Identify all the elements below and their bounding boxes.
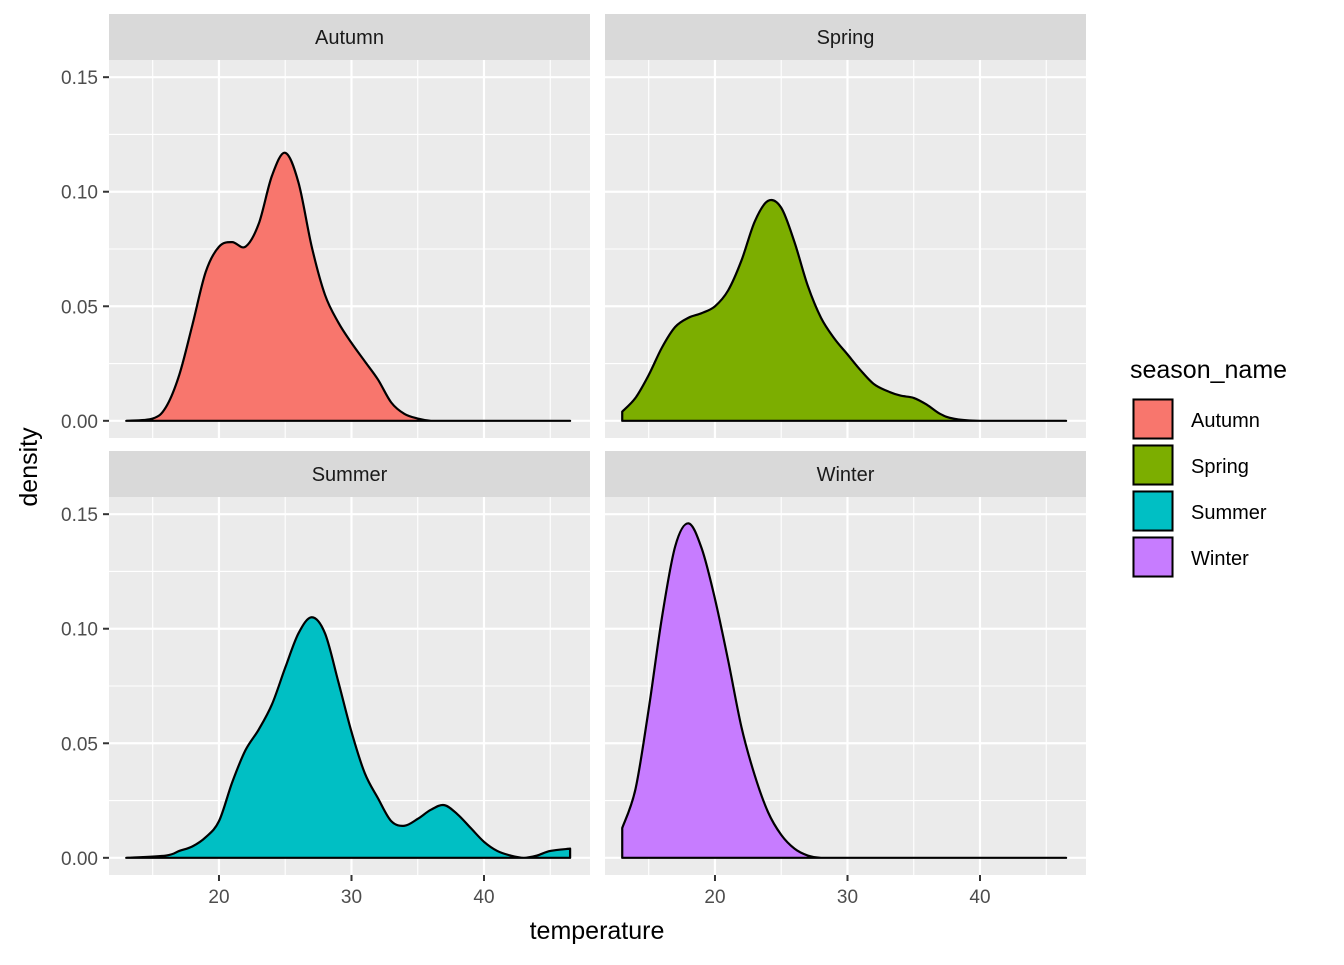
- x-tick-label: 40: [473, 887, 494, 908]
- strip-spring: [605, 14, 1086, 60]
- strip-label-autumn: Autumn: [315, 27, 384, 49]
- strip-summer: [109, 451, 590, 497]
- density-area-spring: [621, 198, 1068, 422]
- legend-swatch-summer: [1132, 490, 1174, 532]
- y-tick-label: 0.05: [61, 734, 98, 755]
- legend-title: season_name: [1130, 356, 1287, 384]
- y-tick-label: 0.10: [61, 183, 98, 204]
- x-axis-label: temperature: [530, 917, 665, 945]
- x-tick-label: 20: [704, 887, 725, 908]
- strip-autumn: [109, 14, 590, 60]
- x-tick-label: 30: [837, 887, 858, 908]
- panel-autumn: Autumn 0.00 0.05 0.10 0.15: [61, 14, 590, 438]
- legend-label-winter: Winter: [1191, 548, 1249, 570]
- legend-label-autumn: Autumn: [1191, 410, 1260, 432]
- density-area-autumn: [125, 151, 572, 422]
- density-area-summer: [125, 616, 572, 859]
- legend-swatch-spring: [1132, 444, 1174, 486]
- y-tick-label: 0.15: [61, 68, 98, 89]
- panel-winter: Winter 20 30 40: [605, 451, 1086, 908]
- y-tick-label: 0.00: [61, 849, 98, 870]
- y-axis-label: density: [15, 427, 43, 507]
- panel-spring: Spring: [605, 14, 1086, 438]
- legend-swatch-autumn: [1132, 398, 1174, 440]
- x-tick-label: 20: [208, 887, 229, 908]
- legend: season_name Autumn Spring Summer Winter: [1130, 356, 1287, 578]
- panel-summer: Summer 0.00 0.05 0.10 0.15 20 30 40: [61, 451, 590, 908]
- x-tick-label: 30: [341, 887, 362, 908]
- strip-label-spring: Spring: [817, 27, 875, 49]
- y-tick-label: 0.15: [61, 505, 98, 526]
- strip-label-winter: Winter: [817, 464, 875, 486]
- legend-label-spring: Spring: [1191, 456, 1249, 478]
- legend-swatch-winter: [1132, 536, 1174, 578]
- y-tick-label: 0.10: [61, 620, 98, 641]
- y-tick-label: 0.00: [61, 412, 98, 433]
- y-tick-label: 0.05: [61, 297, 98, 318]
- strip-label-summer: Summer: [312, 464, 388, 486]
- density-area-winter: [621, 522, 1068, 859]
- legend-label-summer: Summer: [1191, 502, 1267, 524]
- strip-winter: [605, 451, 1086, 497]
- x-tick-label: 40: [969, 887, 990, 908]
